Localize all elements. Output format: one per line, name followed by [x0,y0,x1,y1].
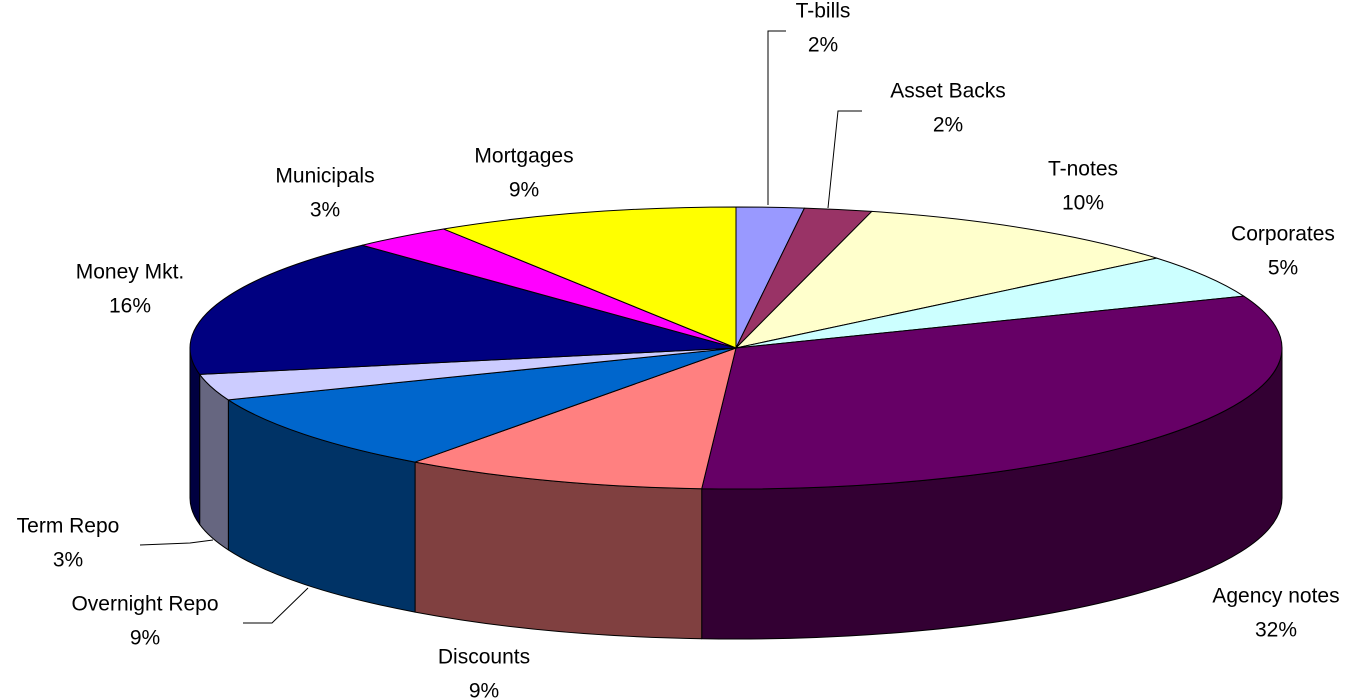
slice-value-label: 9% [469,680,499,699]
slice-value-label: 3% [310,199,340,222]
slice-label: Money Mkt. [76,261,185,284]
slice-value-label: 16% [109,295,151,318]
slice-side [414,461,703,640]
slice-side [199,373,229,551]
slice-label: T-bills [796,0,851,23]
slice-label: Agency notes [1212,585,1339,608]
slice [735,210,1158,349]
slice-label: Discounts [438,646,530,669]
leader-line [827,110,862,209]
slice-value-label: 3% [53,549,83,572]
slice-value-label: 2% [808,34,838,57]
slice-label: Asset Backs [890,80,1006,103]
slice-value-label: 9% [130,627,160,650]
slice-value-label: 2% [933,114,963,137]
slice-label: Corporates [1231,223,1335,246]
slice-value-label: 32% [1255,619,1297,642]
slice [189,244,737,375]
slice-value-label: 9% [509,179,539,202]
slice [701,295,1283,490]
slice-value-label: 5% [1268,257,1298,280]
slice [735,257,1245,349]
slice-label: Term Repo [17,515,120,538]
leader-line [139,539,214,546]
leader-line [243,587,309,624]
slice [442,206,737,349]
slice [227,347,737,463]
slice-label: Municipals [275,165,374,188]
slice-label: Overnight Repo [71,593,218,616]
slice-label: Mortgages [474,145,573,168]
slice-side [189,347,201,525]
slice-value-label: 10% [1062,192,1104,215]
slice [414,347,737,490]
slice-label: T-notes [1048,158,1118,181]
leader-line [767,30,786,205]
